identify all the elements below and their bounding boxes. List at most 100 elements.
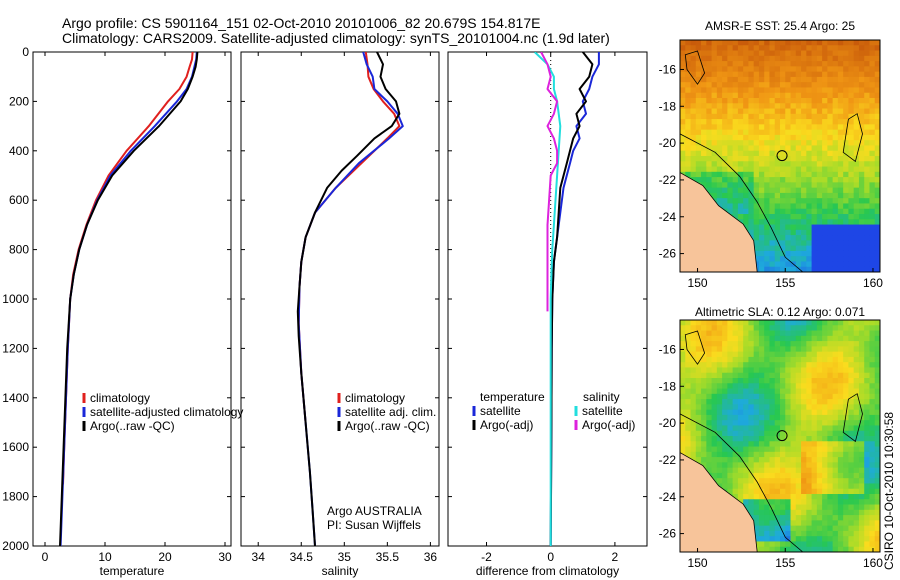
map-sst-cell [801, 45, 807, 51]
map-sst-cell [858, 40, 865, 46]
map-sst-cell [722, 92, 728, 99]
map-sla-cell [795, 546, 802, 552]
map-sla-cell [827, 425, 834, 432]
map-sla-cell [837, 420, 844, 426]
map-sst-cell [843, 203, 849, 210]
map-sst-cell [869, 66, 876, 73]
map-sst-cell [827, 166, 834, 173]
map-sst-cell [732, 92, 739, 99]
map-sla-cell [848, 346, 855, 353]
map-sst-cell [748, 103, 755, 109]
map-sla-cell [806, 425, 812, 432]
map-sla-cell [769, 525, 776, 532]
map-sla-cell [811, 399, 818, 405]
map-sst-cell [680, 129, 686, 136]
map-sst-cell [785, 208, 791, 215]
map-sla-cell [864, 488, 870, 495]
map-sla-cell [864, 388, 870, 395]
map-sst-cell [748, 214, 755, 220]
map-sst-cell [716, 119, 723, 125]
map-sla-ytick-label: -20 [659, 416, 677, 430]
map-sst-cell [685, 92, 691, 99]
map-sla-cell [727, 356, 734, 363]
map-sla-cell [685, 367, 691, 374]
map-sst-cell [774, 256, 781, 262]
map-sla-cell [758, 346, 765, 353]
map-sla-cell [748, 462, 755, 469]
map-sst-cell [690, 82, 697, 88]
map-sla-cell [727, 483, 734, 490]
map-sla-cell [795, 388, 802, 395]
map-sst-cell [743, 150, 749, 157]
map-sla-cell [806, 436, 812, 442]
map-sst-cell [743, 61, 749, 67]
map-sst-cell [806, 87, 812, 94]
map-sst-cell [822, 50, 828, 57]
map-sst-cell [858, 71, 865, 78]
map-sla-cell [843, 367, 849, 374]
map-sla-cell [848, 446, 855, 453]
map-sla-cell [769, 520, 776, 527]
map-sst-cell [785, 177, 791, 183]
map-sst-cell [848, 214, 855, 220]
map-sst-cell [822, 187, 828, 194]
temperature-legend-entry: climatology [90, 391, 150, 405]
map-sla-cell [806, 504, 812, 511]
map-sst-cell [780, 103, 786, 109]
map-sst-cell [843, 177, 849, 183]
map-sst-cell [690, 150, 697, 157]
map-sst-cell [869, 108, 876, 115]
map-sst-cell [695, 87, 702, 94]
map-sla-cell [848, 399, 855, 405]
map-sla-cell [853, 446, 860, 453]
map-sla-cell [722, 483, 728, 490]
map-sla-cell [711, 356, 718, 363]
map-sst-cell [680, 134, 686, 141]
map-sla-cell [874, 509, 880, 516]
map-sla-cell [848, 530, 855, 537]
map-sst-cell [732, 166, 739, 173]
map-sst-cell [795, 113, 802, 120]
map-sla-cell [680, 356, 686, 363]
map-sla-cell [832, 499, 839, 505]
map-sst-cell [722, 171, 728, 178]
map-sst-cell [832, 171, 839, 178]
map-sla-cell [722, 404, 728, 411]
map-sst-cell [869, 145, 876, 152]
map-sst-cell [701, 76, 707, 83]
map-sla-cell [764, 509, 770, 516]
map-sla-cell [822, 488, 828, 495]
map-sst-cell [748, 150, 755, 157]
map-sla-cell [753, 367, 760, 374]
map-sst-cell [785, 266, 791, 272]
map-sst-cell [780, 150, 786, 157]
map-sla-cell [837, 325, 844, 331]
map-sst-cell [685, 45, 691, 51]
map-sla-cell [722, 378, 728, 384]
map-sst-cell [837, 266, 844, 272]
map-sst-cell [680, 45, 686, 51]
map-sst-cell [853, 50, 860, 57]
map-sst-cell [816, 192, 823, 199]
map-sst-cell [864, 156, 870, 162]
map-sla-cell [701, 404, 707, 411]
map-sst-cell [701, 161, 707, 167]
map-sst-cell [864, 150, 870, 157]
map-sst-cell [790, 235, 797, 241]
map-sla-cell [732, 367, 739, 374]
map-sst-cell [869, 124, 876, 131]
ytick-label: 600 [9, 193, 29, 207]
map-sst-cell [843, 61, 849, 67]
map-sst-cell [753, 182, 760, 189]
map-sst-cell [801, 208, 807, 215]
map-sla-cell [827, 457, 834, 463]
map-sla-cell [816, 325, 823, 331]
map-sst-cell [743, 214, 749, 220]
map-sla-cell [853, 325, 860, 331]
map-sla-cell [711, 341, 718, 347]
map-sst-cell [690, 119, 697, 125]
map-sst-cell [848, 256, 855, 262]
map-sla-cell [795, 320, 802, 326]
map-sla-cell [706, 430, 712, 437]
